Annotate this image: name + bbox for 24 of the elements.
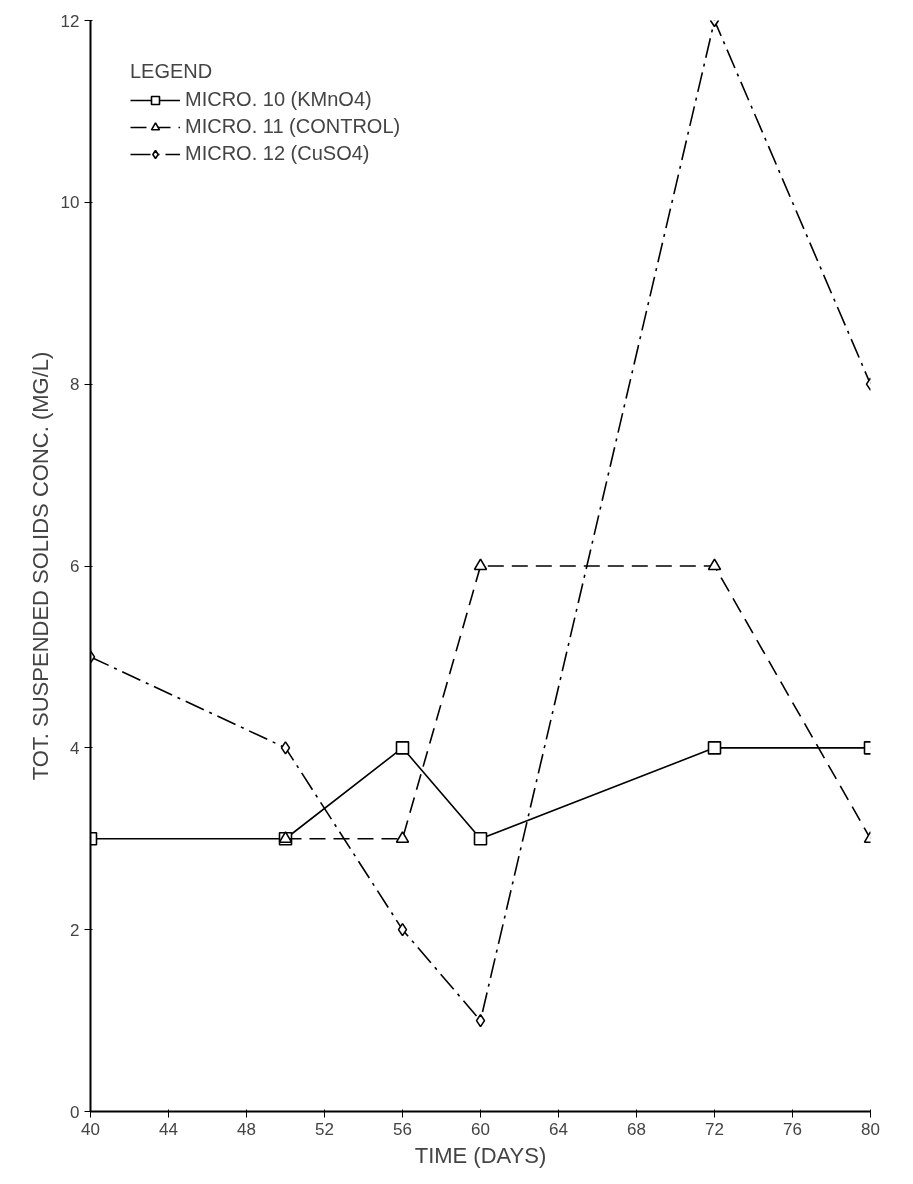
y-tick-label: 0 — [70, 1102, 80, 1122]
legend-label: MICRO. 11 (CONTROL) — [185, 115, 401, 138]
x-tick-label: 60 — [471, 1119, 490, 1139]
x-tick-label: 80 — [861, 1119, 880, 1139]
x-tick-label: 52 — [315, 1119, 334, 1139]
x-tick-label: 64 — [549, 1119, 568, 1139]
x-tick-label: 40 — [81, 1119, 100, 1139]
y-tick-label: 12 — [60, 11, 80, 31]
x-tick-label: 56 — [393, 1119, 412, 1139]
x-axis-title: TIME (DAYS) — [414, 1142, 547, 1168]
legend-label: MICRO. 10 (KMnO4) — [185, 88, 372, 111]
x-tick-label: 72 — [705, 1119, 724, 1139]
y-tick-label: 6 — [70, 557, 80, 576]
legend-label: MICRO. 12 (CuSO4) — [185, 142, 370, 165]
x-tick-label: 68 — [627, 1119, 646, 1139]
y-tick-label: 4 — [70, 738, 80, 758]
y-tick-label: 2 — [70, 920, 80, 940]
y-tick-label: 8 — [70, 375, 80, 395]
x-tick-label: 44 — [159, 1119, 178, 1139]
y-tick-label: 10 — [60, 193, 80, 213]
y-axis-title: TOT. SUSPENDED SOLIDS CONC. (MG/L) — [27, 351, 53, 781]
x-tick-label: 76 — [783, 1119, 802, 1139]
legend-title: LEGEND — [130, 60, 214, 83]
x-tick-label: 48 — [237, 1119, 256, 1139]
